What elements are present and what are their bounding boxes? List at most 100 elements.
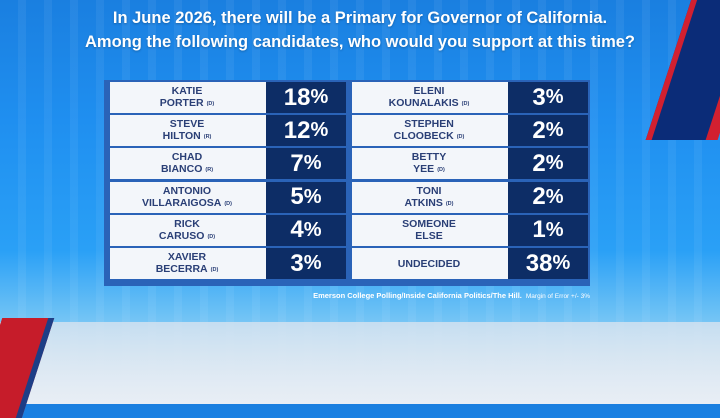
candidate-name-line-2-wrap: PORTER (D) [160, 97, 214, 110]
party-label: (D) [207, 233, 216, 240]
candidate-name-line-2: ELSE [415, 230, 443, 243]
candidate-name-line-1: RICK [174, 217, 200, 230]
percent-sign: % [303, 218, 322, 241]
percent-sign: % [303, 185, 322, 208]
candidate-name: CHAD BIANCO (R) [110, 148, 264, 179]
percent-sign: % [545, 152, 564, 175]
candidate-row: STEPHEN CLOOBECK (D) 2% [352, 115, 588, 147]
candidate-name-line-1: STEPHEN [404, 118, 454, 131]
percentage-value: 12% [266, 115, 346, 147]
percent-sign: % [545, 218, 564, 241]
candidate-name-line-2: BECERRA [155, 263, 208, 275]
results-table: KATIE PORTER (D) 18% STEVE HILTON (R) 12% CHAD BI… [104, 80, 590, 286]
percentage-number: 12 [283, 116, 311, 144]
headline-line-2: Among the following candidates, who woul… [85, 33, 635, 51]
percentage-value: 1% [508, 214, 588, 246]
candidate-name: SOMEONE ELSE [352, 215, 506, 246]
party-label: (D) [224, 200, 232, 207]
candidate-name: STEVE HILTON (R) [110, 115, 264, 146]
candidate-row: KATIE PORTER (D) 18% [110, 82, 346, 113]
candidate-row: ELENI KOUNALAKIS (D) 3% [352, 82, 588, 113]
candidate-name-line-1: XAVIER [167, 251, 207, 263]
candidate-name-line-2: CARUSO [158, 229, 205, 242]
percent-sign: % [545, 185, 564, 208]
percent-sign: % [303, 152, 322, 175]
candidate-name-line-1: TONI [416, 184, 442, 197]
candidate-name: STEPHEN CLOOBECK (D) [352, 115, 506, 146]
percentage-value: 38% [508, 248, 588, 279]
candidate-name-line-1: STEVE [169, 118, 205, 131]
percentage-number: 7 [290, 149, 304, 177]
candidate-name-line-1: SOMEONE [402, 218, 456, 231]
party-label: (R) [205, 167, 214, 174]
candidate-row: RICK CARUSO (D) 4% [110, 214, 346, 246]
percentage-number: 3 [532, 83, 546, 111]
candidate-name: XAVIER BECERRA (D) [110, 248, 264, 279]
candidate-name-line-2: BIANCO [160, 163, 203, 176]
party-label: (D) [445, 200, 454, 207]
candidate-name-line-2: KOUNALAKIS [388, 97, 459, 109]
party-label: (D) [461, 101, 470, 107]
candidate-name: ANTONIO VILLARAIGOSA (D) [110, 182, 264, 213]
candidate-name-line-2: YEE [413, 163, 435, 176]
percentage-number: 1 [532, 216, 546, 244]
party-label: (D) [206, 101, 215, 107]
percentage-number: 2 [532, 149, 546, 177]
candidate-name: KATIE PORTER (D) [110, 82, 264, 113]
candidate-name-line-1: ELENI [413, 85, 445, 97]
candidate-row: TONI ATKINS (D) 2% [352, 181, 588, 213]
percentage-value: 4% [266, 214, 346, 246]
percent-sign: % [310, 119, 329, 142]
candidate-name-line-2: PORTER [159, 97, 204, 109]
headline: In June 2026, there will be a Primary fo… [0, 6, 720, 54]
percent-sign: % [545, 86, 564, 108]
candidate-name-line-2-wrap: YEE (D) [413, 163, 445, 176]
percentage-value: 2% [508, 181, 588, 213]
candidate-row: CHAD BIANCO (R) 7% [110, 148, 346, 180]
candidate-name: BETTY YEE (D) [352, 148, 506, 179]
candidate-name-line-2-wrap: CLOOBECK (D) [394, 130, 465, 143]
candidate-name-line-2: HILTON [162, 130, 201, 143]
source-footer: Emerson College Polling/Inside Californi… [104, 291, 590, 300]
candidate-row: BETTY YEE (D) 2% [352, 148, 588, 180]
percentage-value: 2% [508, 148, 588, 180]
percentage-number: 3 [290, 249, 304, 277]
candidate-name-line-2-wrap: CARUSO (D) [159, 230, 215, 243]
candidate-name-line-1: ANTONIO [162, 184, 212, 197]
percentage-value: 2% [508, 115, 588, 147]
candidate-name-line-2-wrap: UNDECIDED [398, 258, 460, 270]
candidate-name-line-2: CLOOBECK [393, 130, 454, 143]
candidate-row: STEVE HILTON (R) 12% [110, 115, 346, 147]
candidate-name-line-2: VILLARAIGOSA [142, 196, 222, 209]
candidate-name-line-2: ATKINS [404, 196, 443, 209]
candidate-name-line-1: CHAD [171, 151, 203, 164]
headline-line-1: In June 2026, there will be a Primary fo… [112, 9, 608, 27]
candidate-name-line-2-wrap: BECERRA (D) [156, 263, 219, 276]
candidate-name-line-2-wrap: ELSE [415, 230, 442, 242]
percentage-number: 5 [290, 183, 304, 211]
percentage-number: 2 [532, 116, 546, 144]
percentage-value: 5% [266, 181, 346, 213]
party-label: (D) [437, 167, 445, 174]
percentage-number: 18 [283, 83, 311, 111]
candidate-row: SOMEONE ELSE 1% [352, 214, 588, 246]
percent-sign: % [552, 252, 571, 274]
percentage-value: 18% [266, 82, 346, 113]
candidate-row: XAVIER BECERRA (D) 3% [110, 248, 346, 279]
percent-sign: % [310, 86, 329, 108]
percentage-value: 7% [266, 148, 346, 180]
candidate-name: RICK CARUSO (D) [110, 215, 264, 246]
candidate-name-line-2-wrap: ATKINS (D) [405, 197, 454, 210]
percentage-number: 4 [290, 216, 304, 244]
candidate-name: ELENI KOUNALAKIS (D) [352, 82, 506, 113]
percentage-value: 3% [508, 82, 588, 113]
candidate-name-line-2-wrap: HILTON (R) [163, 130, 212, 143]
party-label: (D) [210, 267, 219, 273]
candidate-name-line-2-wrap: VILLARAIGOSA (D) [142, 197, 232, 210]
percentage-number: 38 [525, 249, 553, 277]
percentage-value: 3% [266, 248, 346, 279]
candidate-name: TONI ATKINS (D) [352, 182, 506, 213]
percent-sign: % [303, 252, 322, 274]
party-label: (R) [203, 134, 212, 141]
candidate-name-line-2: UNDECIDED [397, 257, 461, 270]
